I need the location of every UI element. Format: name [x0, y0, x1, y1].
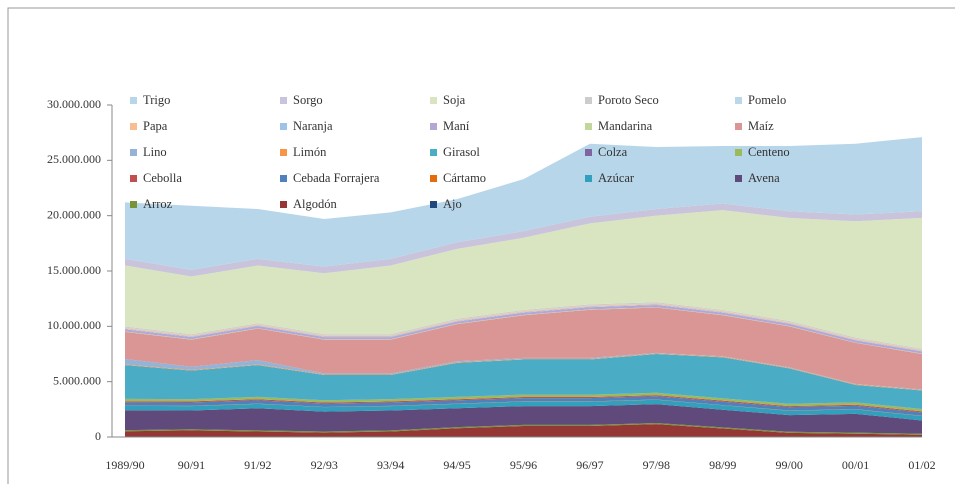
legend-label: Azúcar: [598, 171, 635, 185]
y-tick-label: 5.000.000: [53, 373, 101, 387]
legend-swatch: [280, 97, 287, 104]
area: [125, 304, 922, 354]
legend-label: Avena: [748, 171, 780, 185]
area: [125, 210, 922, 349]
x-tick-label: 94/95: [443, 458, 470, 472]
legend-label: Cártamo: [443, 171, 486, 185]
x-tick-label: 95/96: [510, 458, 537, 472]
area: [125, 424, 922, 437]
legend-swatch: [430, 149, 437, 156]
x-tick-label: 97/98: [643, 458, 670, 472]
legend-label: Ajo: [443, 197, 462, 211]
legend-swatch: [430, 201, 437, 208]
area: [125, 354, 922, 410]
legend-label: Lino: [143, 145, 167, 159]
legend-swatch: [130, 175, 137, 182]
y-tick-label: 25.000.000: [47, 152, 101, 166]
legend-label: Poroto Seco: [598, 93, 659, 107]
legend-label: Maní: [443, 119, 470, 133]
legend-label: Arroz: [143, 197, 173, 211]
legend-swatch: [130, 123, 137, 130]
legend-swatch: [585, 175, 592, 182]
y-tick-label: 10.000.000: [47, 318, 101, 332]
legend-swatch: [280, 123, 287, 130]
legend-swatch: [430, 175, 437, 182]
x-tick-label: 99/00: [775, 458, 802, 472]
legend-swatch: [585, 149, 592, 156]
legend-swatch: [130, 149, 137, 156]
legend-label: Sorgo: [293, 93, 323, 107]
legend-label: Mandarina: [598, 119, 653, 133]
area: [125, 137, 922, 270]
x-tick-label: 00/01: [842, 458, 869, 472]
y-tick-label: 15.000.000: [47, 263, 101, 277]
legend-swatch: [130, 201, 137, 208]
y-tick-label: 0: [95, 429, 101, 443]
legend-label: Cebolla: [143, 171, 182, 185]
legend-label: Limón: [293, 145, 327, 159]
y-tick-label: 30.000.000: [47, 97, 101, 111]
legend-swatch: [280, 201, 287, 208]
legend-label: Colza: [598, 145, 628, 159]
legend-swatch: [585, 123, 592, 130]
x-tick-label: 93/94: [377, 458, 404, 472]
legend-swatch: [280, 175, 287, 182]
x-tick-label: 90/91: [178, 458, 205, 472]
area: [125, 392, 922, 412]
chart-frame: [7, 7, 955, 484]
area: [125, 423, 922, 435]
axes: 0 5.000.000 10.000.000 15.000.000 20.000.000…: [47, 97, 936, 472]
x-tick-label: 91/92: [244, 458, 271, 472]
x-tick-label: 96/97: [576, 458, 603, 472]
area: [125, 307, 922, 390]
legend-label: Maíz: [748, 119, 774, 133]
legend-label: Cebada Forrajera: [293, 171, 380, 185]
legend-label: Algodón: [293, 197, 338, 211]
legend-swatch: [735, 149, 742, 156]
y-tick-label: 20.000.000: [47, 207, 101, 221]
legend-label: Centeno: [748, 145, 790, 159]
area: [125, 399, 922, 421]
area: [125, 396, 922, 416]
legend-swatch: [430, 97, 437, 104]
legend-label: Naranja: [293, 119, 333, 133]
x-tick-label: 01/02: [908, 458, 935, 472]
legend-swatch: [280, 149, 287, 156]
legend-swatch: [735, 97, 742, 104]
legend: Trigo Sorgo Soja Poroto Seco Pomelo Papa Naran…: [130, 93, 790, 211]
x-tick-label: 92/93: [311, 458, 338, 472]
legend-label: Girasol: [443, 145, 480, 159]
plot-area: [125, 137, 922, 437]
legend-swatch: [130, 97, 137, 104]
legend-swatch: [735, 175, 742, 182]
area: [125, 404, 922, 434]
legend-label: Papa: [143, 119, 168, 133]
x-tick-label: 1989/90: [105, 458, 144, 472]
x-tick-label: 98/99: [709, 458, 736, 472]
legend-swatch: [585, 97, 592, 104]
area: [125, 203, 922, 277]
legend-label: Trigo: [143, 93, 170, 107]
legend-swatch: [735, 123, 742, 130]
legend-label: Soja: [443, 93, 466, 107]
legend-swatch: [430, 123, 437, 130]
legend-label: Pomelo: [748, 93, 786, 107]
